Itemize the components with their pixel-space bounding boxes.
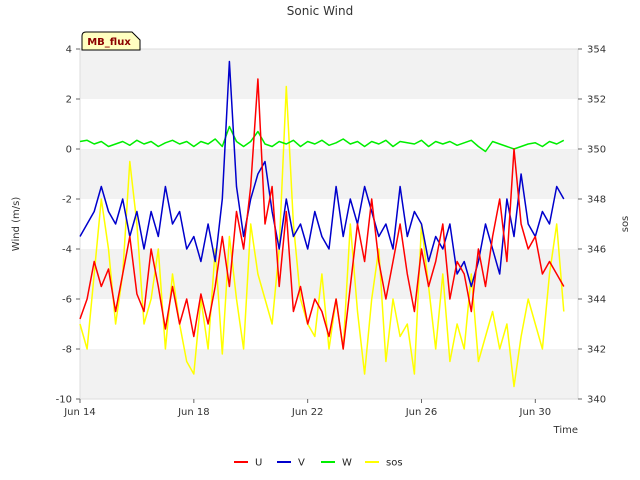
legend-label-w: W (342, 458, 352, 469)
y-tick-label: -2 (62, 195, 72, 206)
y2-tick-label: 340 (587, 395, 606, 406)
x-tick-label: Jun 30 (519, 407, 552, 418)
y2-tick-label: 346 (587, 245, 606, 256)
y2-tick-label: 344 (587, 295, 606, 306)
legend-label-sos: sos (386, 458, 403, 469)
x-axis-title: Time (553, 425, 578, 436)
badge-label: MB_flux (87, 37, 131, 48)
y-tick-label: -10 (56, 395, 72, 406)
mb-flux-badge: MB_flux (81, 31, 141, 51)
band-3 (80, 49, 578, 99)
y-tick-label: -6 (62, 295, 72, 306)
y-tick-label: -8 (62, 345, 72, 356)
x-tick-label: Jun 26 (405, 407, 438, 418)
y2-tick-label: 352 (587, 95, 606, 106)
band-0 (80, 349, 578, 399)
legend-label-v: V (298, 458, 305, 469)
series-line-v (79, 60, 565, 288)
x-axis: Jun 14 Jun 18 Jun 22 Jun 26 Jun 30 (63, 399, 551, 418)
x-tick-label: Jun 14 (63, 407, 96, 418)
y2-axis-title: sos (620, 216, 631, 233)
series-line-u (79, 78, 565, 350)
y-axis-left: -10 -8 -6 -4 -2 0 2 4 (56, 45, 80, 406)
y-tick-label: -4 (62, 245, 72, 256)
y-tick-label: 0 (66, 145, 72, 156)
y2-tick-label: 350 (587, 145, 606, 156)
x-tick-label: Jun 22 (291, 407, 324, 418)
series-line-w (79, 125, 565, 153)
badge-shape (81, 31, 141, 51)
series-line-sos (79, 85, 565, 388)
y-tick-label: 2 (66, 95, 72, 106)
band-2 (80, 149, 578, 199)
y2-tick-label: 348 (587, 195, 606, 206)
y-tick-label: 4 (66, 45, 72, 56)
y-axis-title: Wind (m/s) (11, 197, 22, 252)
x-tick-label: Jun 18 (177, 407, 210, 418)
y2-tick-label: 342 (587, 345, 606, 356)
chart-title: Sonic Wind (287, 4, 353, 18)
y2-tick-label: 354 (587, 45, 606, 56)
y-axis-right: 340 342 344 346 348 350 352 354 (578, 45, 606, 406)
legend-label-u: U (255, 458, 262, 469)
series-layer (79, 60, 565, 388)
plot-area (79, 48, 579, 400)
